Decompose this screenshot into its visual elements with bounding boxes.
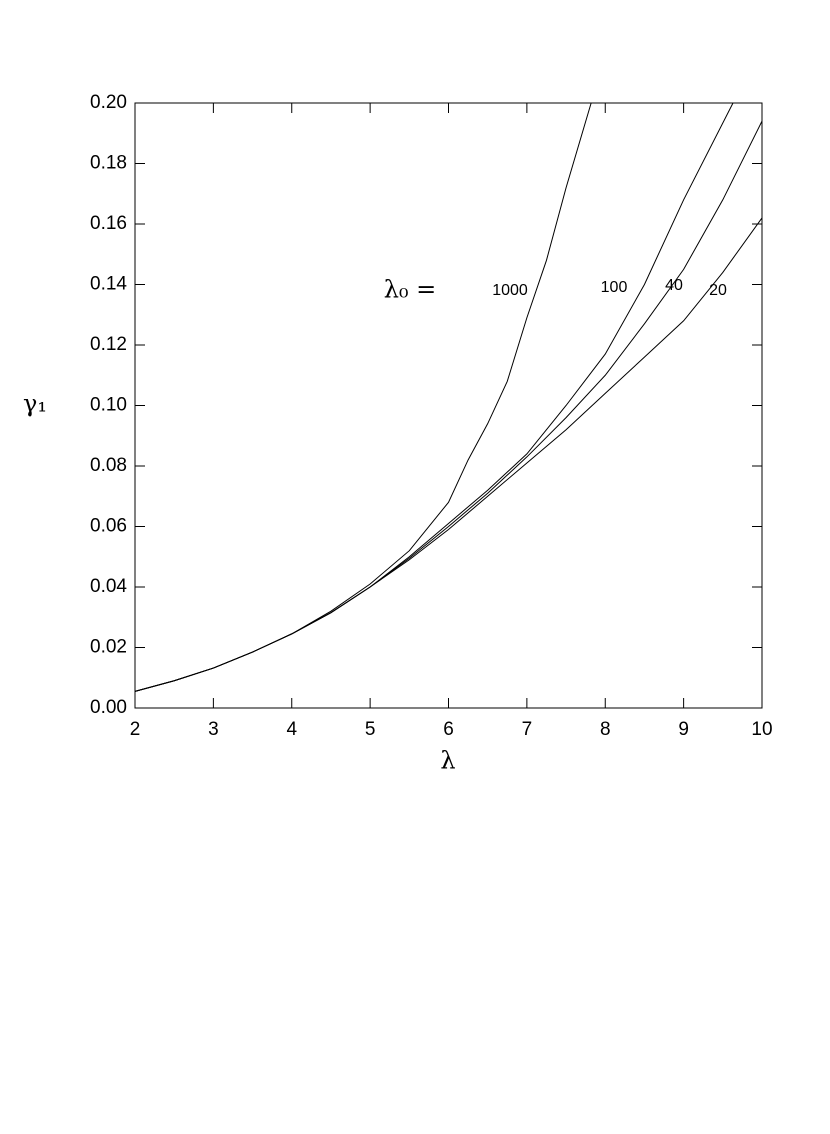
- series-label: 40: [665, 277, 683, 294]
- y-tick-label: 0.02: [90, 637, 127, 658]
- y-tick-label: 0.00: [90, 697, 127, 718]
- y-tick-label: 0.06: [90, 516, 127, 537]
- x-tick-label: 8: [600, 719, 611, 740]
- series-label: 100: [601, 279, 628, 296]
- x-tick-label: 4: [286, 719, 297, 740]
- series-line: [134, 102, 734, 692]
- x-tick-label: 6: [443, 719, 454, 740]
- y-tick-label: 0.18: [90, 153, 127, 174]
- plot-frame: [134, 102, 763, 709]
- series-line: [134, 217, 763, 692]
- x-tick-label: 9: [678, 719, 689, 740]
- y-tick-label: 0.20: [90, 92, 127, 113]
- x-tick-label: 10: [751, 719, 772, 740]
- y-tick-label: 0.04: [90, 576, 127, 597]
- x-tick-label: 3: [208, 719, 219, 740]
- y-tick-label: 0.08: [90, 455, 127, 476]
- x-tick-label: 2: [130, 719, 141, 740]
- y-tick-label: 0.10: [90, 395, 127, 416]
- y-axis-label: γ₁: [23, 390, 47, 418]
- y-tick-label: 0.12: [90, 334, 127, 355]
- x-tick-label: 7: [522, 719, 533, 740]
- series-line: [134, 120, 763, 692]
- series-label: 20: [709, 282, 727, 299]
- x-tick-label: 5: [365, 719, 376, 740]
- y-tick-label: 0.16: [90, 213, 127, 234]
- annotation: λ₀ =: [384, 276, 437, 304]
- y-tick-label: 0.14: [90, 274, 127, 295]
- series-label: 1000: [492, 282, 528, 299]
- series-line: [134, 102, 592, 692]
- x-axis-label: λ: [440, 747, 455, 775]
